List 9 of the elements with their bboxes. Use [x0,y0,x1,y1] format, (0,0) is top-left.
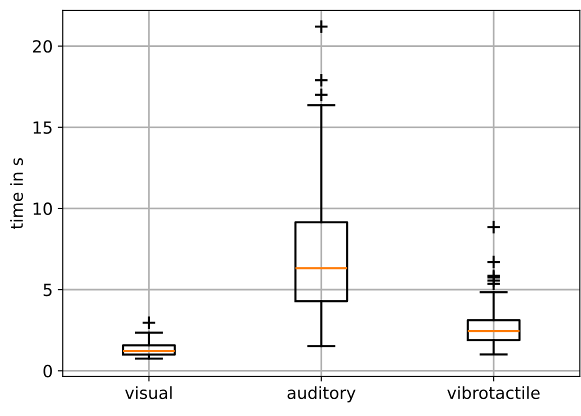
y-tick-label: 20 [33,40,52,53]
x-tick-label: visual [125,386,172,400]
x-tick-label: vibrotactile [447,386,540,400]
y-tick-label: 5 [44,284,52,296]
y-tick-label: 15 [34,121,52,134]
y-tick-label: 0 [44,364,52,378]
y-axis-title: time in s [10,158,24,230]
x-tick-label: auditory [288,386,356,402]
y-tick-label: 10 [34,202,52,216]
